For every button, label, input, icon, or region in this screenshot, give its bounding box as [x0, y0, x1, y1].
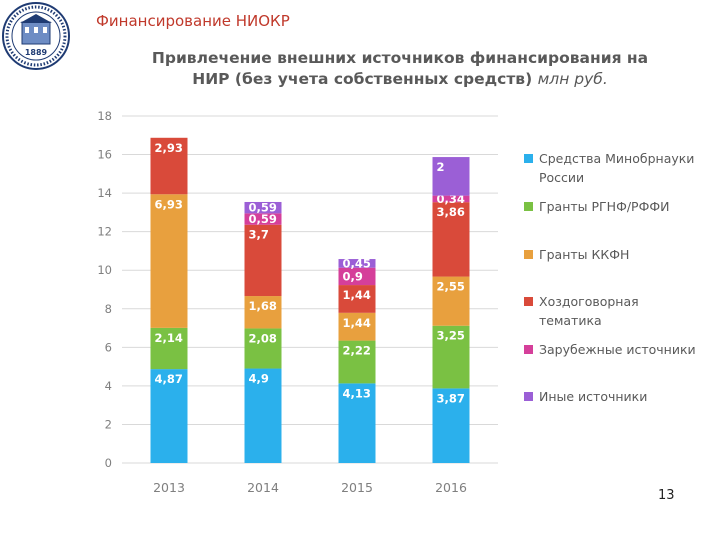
- data-label: 3,86: [437, 205, 465, 219]
- legend-label: тематика: [539, 313, 602, 328]
- data-label: 3,7: [249, 228, 269, 242]
- chart-title-text: Привлечение внешних источников финансиро…: [151, 49, 649, 88]
- data-label: 2,22: [343, 344, 371, 358]
- data-label: 0,45: [343, 256, 371, 270]
- bar-segment: [338, 340, 376, 384]
- bar-segment: [432, 276, 470, 326]
- chart-title: Привлечение внешних источников финансиро…: [150, 48, 650, 90]
- legend-label: Гранты РГНФ/РФФИ: [539, 199, 669, 214]
- data-label: 0,59: [249, 201, 277, 215]
- data-label: 2,55: [437, 280, 465, 294]
- university-logo: 1889: [2, 2, 70, 70]
- data-label: 4,13: [343, 386, 371, 400]
- data-label: 4,9: [249, 372, 269, 386]
- y-tick-label: 0: [105, 456, 112, 470]
- y-tick-label: 18: [97, 109, 112, 123]
- legend-label: Гранты ККФН: [539, 247, 629, 262]
- bar-segment: [244, 328, 282, 369]
- bar-segment: [244, 201, 282, 214]
- y-tick-label: 6: [105, 340, 112, 354]
- data-label: 6,93: [155, 197, 183, 211]
- bar-segment: [432, 195, 470, 203]
- data-label: 3,25: [437, 329, 465, 343]
- x-tick-label: 2014: [247, 480, 279, 495]
- legend-swatch: [524, 345, 533, 354]
- bar-segment: [244, 368, 282, 463]
- y-tick-label: 4: [105, 379, 112, 393]
- legend-swatch: [524, 154, 533, 163]
- bar-segment: [150, 194, 188, 328]
- data-label: 0,9: [343, 269, 363, 283]
- legend-swatch: [524, 392, 533, 401]
- y-tick-label: 14: [97, 186, 112, 200]
- bar-segment: [338, 267, 376, 286]
- legend-swatch: [524, 297, 533, 306]
- bar-segment: [244, 224, 282, 297]
- chart-unit: млн руб.: [537, 70, 608, 88]
- bar-segment: [150, 327, 188, 370]
- data-label: 2,14: [155, 331, 183, 345]
- bar-segment: [150, 137, 188, 195]
- legend-swatch: [524, 250, 533, 259]
- bar-segment: [338, 383, 376, 463]
- x-tick-label: 2013: [153, 480, 185, 495]
- y-tick-label: 16: [97, 148, 112, 162]
- y-tick-label: 12: [97, 225, 112, 239]
- x-tick-label: 2016: [435, 480, 467, 495]
- bar-segment: [338, 312, 376, 341]
- data-label: 2: [437, 160, 445, 174]
- bar-segment: [432, 202, 470, 277]
- bar-segment: [150, 369, 188, 463]
- legend-swatch: [524, 202, 533, 211]
- data-label: 1,44: [343, 316, 371, 330]
- legend-label: Иные источники: [539, 389, 647, 404]
- page-number: 13: [658, 488, 675, 503]
- bar-segment: [244, 296, 282, 329]
- bar-segment: [432, 388, 470, 463]
- bar-segment: [338, 259, 376, 268]
- bar-segment: [338, 285, 376, 313]
- legend-label: Хоздоговорная: [539, 294, 639, 309]
- x-tick-label: 2015: [341, 480, 373, 495]
- y-tick-label: 8: [105, 302, 112, 316]
- data-label: 2,93: [155, 141, 183, 155]
- data-label: 0,59: [249, 212, 277, 226]
- legend-label: России: [539, 170, 584, 185]
- y-tick-label: 10: [97, 263, 112, 277]
- data-label: 1,68: [249, 299, 277, 313]
- bar-segment: [432, 157, 470, 196]
- bar-segment: [244, 213, 282, 225]
- legend-label: Средства Минобрнауки: [539, 151, 694, 166]
- data-label: 1,44: [343, 288, 371, 302]
- y-tick-label: 2: [105, 417, 112, 431]
- data-label: 3,87: [437, 391, 465, 405]
- slide-title: Финансирование НИОКР: [96, 12, 290, 30]
- data-label: 2,08: [249, 331, 277, 345]
- legend-label: Зарубежные источники: [539, 342, 696, 357]
- logo-year: 1889: [25, 48, 48, 57]
- bar-segment: [432, 325, 470, 389]
- data-label: 4,87: [155, 372, 183, 386]
